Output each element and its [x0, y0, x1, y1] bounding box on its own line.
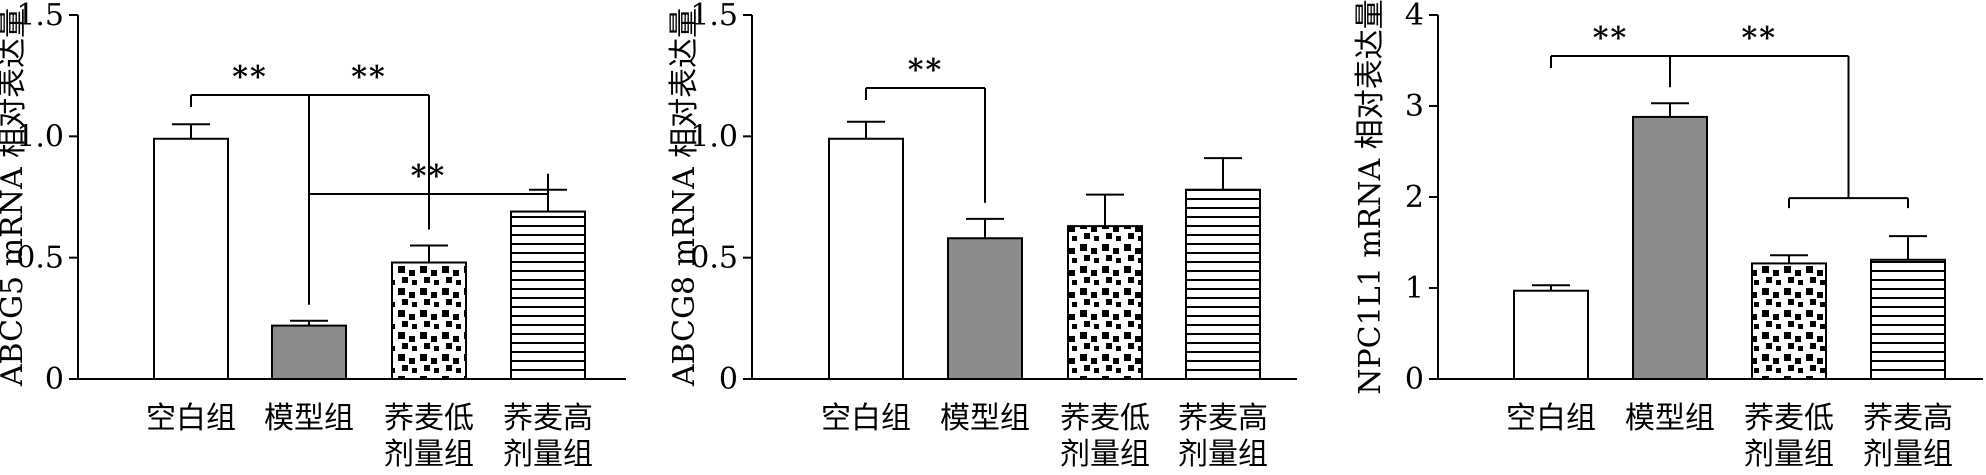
y-axis-title: ABCG8 mRNA 相对表达量: [667, 8, 702, 387]
x-category-label: 荞麦低: [384, 401, 474, 436]
x-category-label: 模型组: [940, 401, 1030, 436]
y-tick-label: 0.5: [690, 241, 738, 276]
bar: [947, 237, 1023, 380]
x-category-label: 空白组: [146, 401, 236, 436]
y-tick-label: 1: [1405, 271, 1424, 306]
x-category-label: 荞麦低: [1060, 401, 1150, 436]
x-category-label: 荞麦低: [1744, 401, 1834, 436]
x-category-label: 空白组: [821, 401, 911, 436]
y-tick-label: 4: [1405, 0, 1424, 33]
significance-bracket: **: [1669, 21, 1909, 209]
y-tick-label: 3: [1405, 89, 1424, 124]
y-axis-title: NPC1L1 mRNA 相对表达量: [1353, 0, 1388, 395]
x-category-label: 荞麦高: [1863, 401, 1953, 436]
significance-label: **: [351, 60, 386, 95]
y-tick-label: 1.5: [690, 0, 738, 33]
significance-bracket: **: [865, 53, 986, 203]
significance-label: **: [1593, 21, 1628, 56]
x-category-label: 荞麦高: [503, 401, 593, 436]
significance-label: **: [232, 60, 267, 95]
bar: [271, 324, 347, 381]
bar: [1751, 262, 1827, 380]
bar: [153, 137, 229, 380]
significance-bracket: **: [308, 60, 430, 230]
x-category-label: 剂量组: [1178, 437, 1268, 470]
y-axis-title: ABCG5 mRNA 相对表达量: [0, 8, 30, 387]
y-tick-label: 1.0: [690, 119, 738, 154]
significance-bracket: **: [308, 159, 549, 206]
x-category-label: 剂量组: [1060, 437, 1150, 470]
bar: [1632, 115, 1708, 380]
y-tick-label: 0: [1405, 362, 1424, 397]
y-tick-label: 0: [45, 362, 64, 397]
bar: [391, 261, 467, 380]
bar: [1185, 188, 1261, 380]
significance-label: **: [411, 159, 446, 194]
bar: [1870, 258, 1946, 381]
y-tick-label: 1.5: [16, 0, 64, 33]
y-tick-label: 0: [719, 362, 738, 397]
bar: [510, 210, 586, 380]
x-category-label: 模型组: [264, 401, 354, 436]
x-category-label: 剂量组: [1863, 437, 1953, 470]
x-category-label: 剂量组: [1744, 437, 1834, 470]
y-tick-label: 0.5: [16, 241, 64, 276]
bar: [1067, 225, 1143, 380]
x-category-label: 剂量组: [384, 437, 474, 470]
y-tick-label: 2: [1405, 180, 1424, 215]
x-category-label: 模型组: [1625, 401, 1715, 436]
y-tick-label: 1.0: [16, 119, 64, 154]
bar: [828, 137, 904, 380]
significance-bracket: **: [190, 60, 310, 305]
significance-label: **: [1742, 21, 1777, 56]
x-category-label: 荞麦高: [1178, 401, 1268, 436]
significance-bracket: **: [1550, 21, 1671, 88]
bar: [1513, 289, 1589, 381]
x-category-label: 剂量组: [503, 437, 593, 470]
significance-label: **: [908, 53, 943, 88]
x-category-label: 空白组: [1506, 401, 1596, 436]
